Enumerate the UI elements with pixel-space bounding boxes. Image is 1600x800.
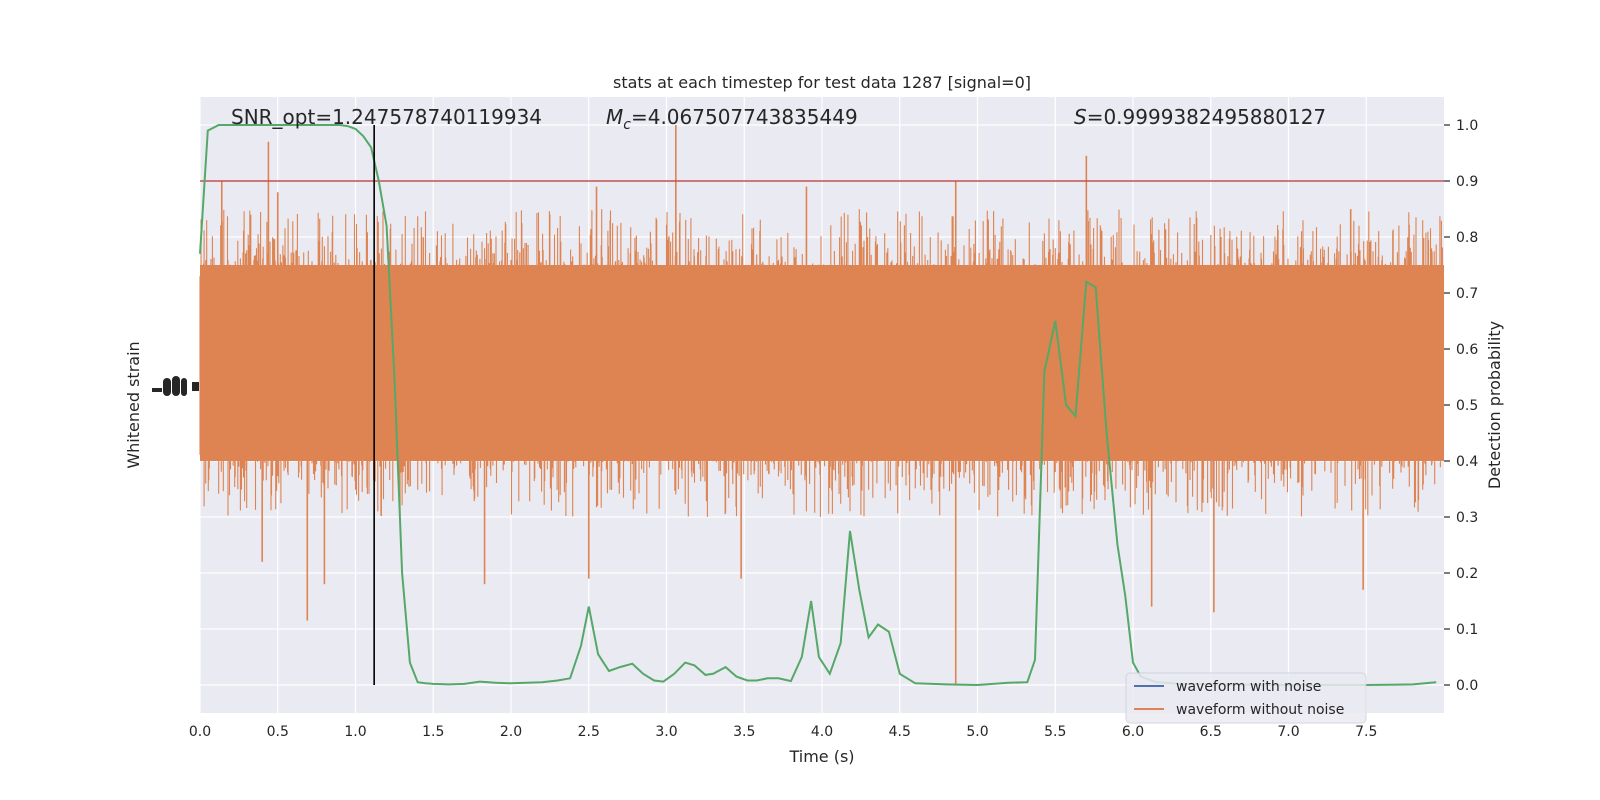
y-tick-label: 0.6: [1456, 342, 1478, 358]
x-tick-label: 3.0: [655, 724, 677, 740]
legend-box: [1125, 672, 1367, 724]
x-tick-label: 3.5: [733, 724, 755, 740]
chirp-mass-value: =4.067507743835449: [631, 105, 858, 129]
chirp-mass-annotation: Mc=4.067507743835449: [606, 105, 858, 133]
x-tick-label: 4.5: [889, 724, 911, 740]
y-tick-label: 0.3: [1456, 510, 1478, 526]
x-tick-label: 5.5: [1044, 724, 1066, 740]
score-annotation: S=0.9999382495880127: [1074, 105, 1326, 129]
x-tick-label: 2.5: [578, 724, 600, 740]
x-tick-label: 7.0: [1277, 724, 1299, 740]
waveform-without-noise-series: [199, 125, 1445, 685]
chirp-mass-subscript: c: [623, 117, 631, 133]
waveform-noise-trace: [199, 209, 1445, 517]
y-tick-label: 1.0: [1456, 118, 1478, 134]
x-tick-label: 0.0: [189, 724, 211, 740]
legend-label-without-noise: waveform without noise: [1176, 702, 1344, 718]
x-tick-label: 4.0: [811, 724, 833, 740]
chart-title: stats at each timestep for test data 128…: [613, 73, 1031, 92]
legend: waveform with noise waveform without noi…: [1125, 672, 1367, 724]
x-tick-label: 2.0: [500, 724, 522, 740]
x-tick-label: 6.5: [1200, 724, 1222, 740]
legend-label-with-noise: waveform with noise: [1176, 679, 1321, 695]
y-tick-label: 0.1: [1456, 622, 1478, 638]
y-tick-label: 0.9: [1456, 174, 1478, 190]
right-axis-title: Detection probability: [1485, 321, 1504, 489]
x-tick-label: 1.0: [344, 724, 366, 740]
x-tick-label: 0.5: [267, 724, 289, 740]
chirp-mass-symbol: M: [606, 105, 623, 129]
snr-annotation: SNR_opt=1.247578740119934: [231, 105, 542, 129]
x-tick-label: 1.5: [422, 724, 444, 740]
y-tick-label: 0.8: [1456, 230, 1478, 246]
y-tick-label: 0.7: [1456, 286, 1478, 302]
x-tick-label: 5.0: [966, 724, 988, 740]
left-axis-tick-cluster: [152, 376, 199, 396]
y-tick-label: 0.5: [1456, 398, 1478, 414]
x-axis-title: Time (s): [788, 747, 854, 766]
x-tick-label: 6.0: [1122, 724, 1144, 740]
y-tick-label: 0.0: [1456, 678, 1478, 694]
x-tick-label: 7.5: [1355, 724, 1377, 740]
score-symbol: S: [1074, 105, 1087, 129]
y-axis-right: 0.0 0.1 0.2 0.3 0.4 0.5 0.6 0.7 0.8 0.9 1.0: [1444, 118, 1478, 694]
y-tick-label: 0.2: [1456, 566, 1478, 582]
left-axis-title: Whitened strain: [124, 341, 143, 468]
score-value: =0.9999382495880127: [1087, 105, 1326, 129]
x-axis: 0.0 0.5 1.0 1.5 2.0 2.5 3.0 3.5 4.0 4.5 5.0 5.5 6.0 6…: [189, 724, 1378, 740]
y-tick-label: 0.4: [1456, 454, 1478, 470]
